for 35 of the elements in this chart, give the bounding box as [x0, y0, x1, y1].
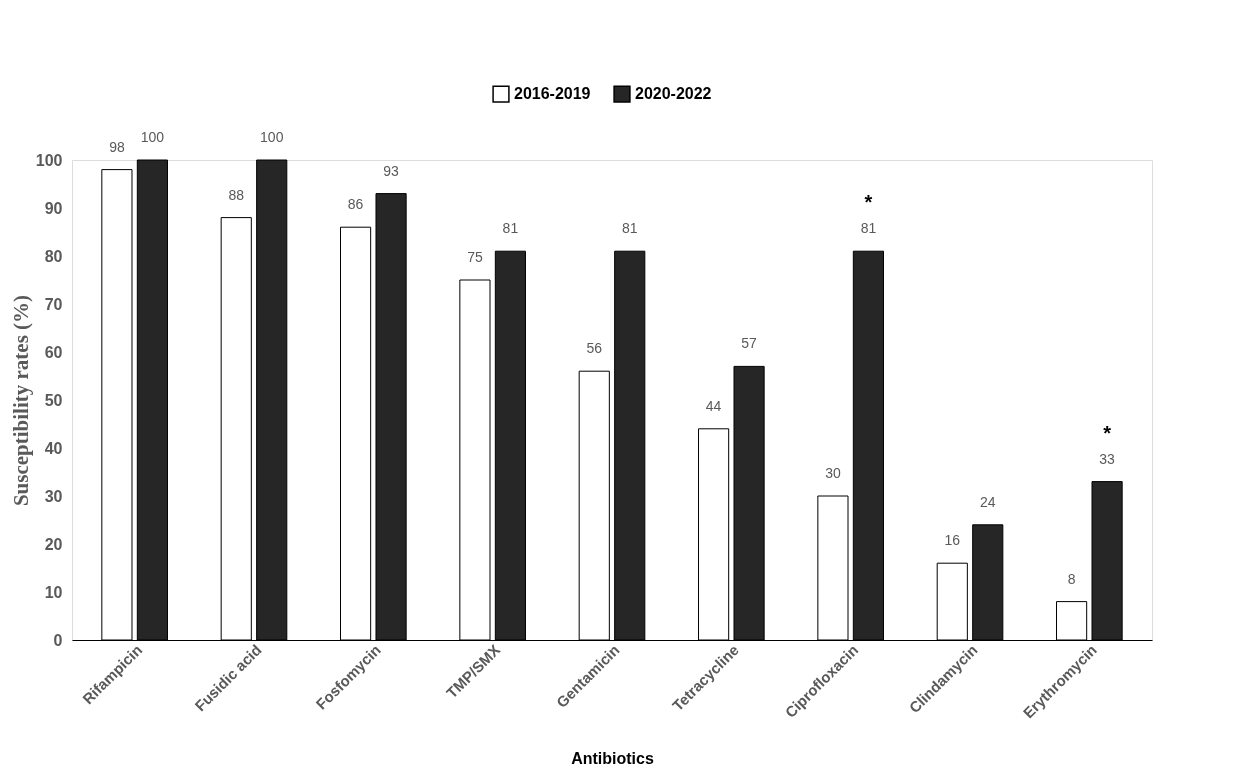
legend-label: 2016-2019 — [514, 85, 591, 103]
data-label: 75 — [467, 249, 483, 265]
data-label: 98 — [109, 138, 125, 155]
data-label: 100 — [140, 129, 165, 145]
data-label: 100 — [260, 129, 284, 145]
data-label: 81 — [621, 220, 638, 237]
data-label: 44 — [705, 397, 722, 414]
data-label: 57 — [741, 335, 758, 352]
y-axis-title: Susceptibility rates (%) — [8, 294, 33, 507]
data-label: 30 — [825, 465, 841, 481]
data-label: 81 — [502, 220, 519, 237]
data-label: 33 — [1099, 450, 1116, 467]
y-tick-label: 90 — [44, 199, 63, 217]
y-tick-label: 10 — [44, 583, 63, 601]
data-label: 93 — [383, 162, 400, 179]
y-tick-label: 70 — [44, 295, 63, 313]
data-label: 81 — [860, 220, 877, 237]
y-tick-label: 80 — [44, 247, 63, 265]
y-tick-label: 40 — [44, 439, 63, 457]
data-label: 86 — [347, 196, 364, 213]
y-tick-label: 50 — [44, 391, 63, 409]
data-label: 8 — [1067, 570, 1076, 587]
legend-label: 2020-2022 — [635, 85, 712, 103]
annotation: * — [864, 191, 873, 214]
data-label: 88 — [228, 186, 245, 203]
y-tick-label: 0 — [53, 631, 63, 649]
y-tick-label: 100 — [35, 151, 63, 169]
y-tick-label: 20 — [44, 535, 63, 553]
data-label: 24 — [979, 493, 996, 510]
y-tick-label: 60 — [44, 343, 63, 361]
x-axis-title: Antibiotics — [571, 750, 654, 768]
y-tick-label: 30 — [44, 487, 63, 505]
data-label: 56 — [586, 340, 603, 357]
data-label: 16 — [944, 532, 961, 549]
annotation: * — [1103, 421, 1112, 444]
